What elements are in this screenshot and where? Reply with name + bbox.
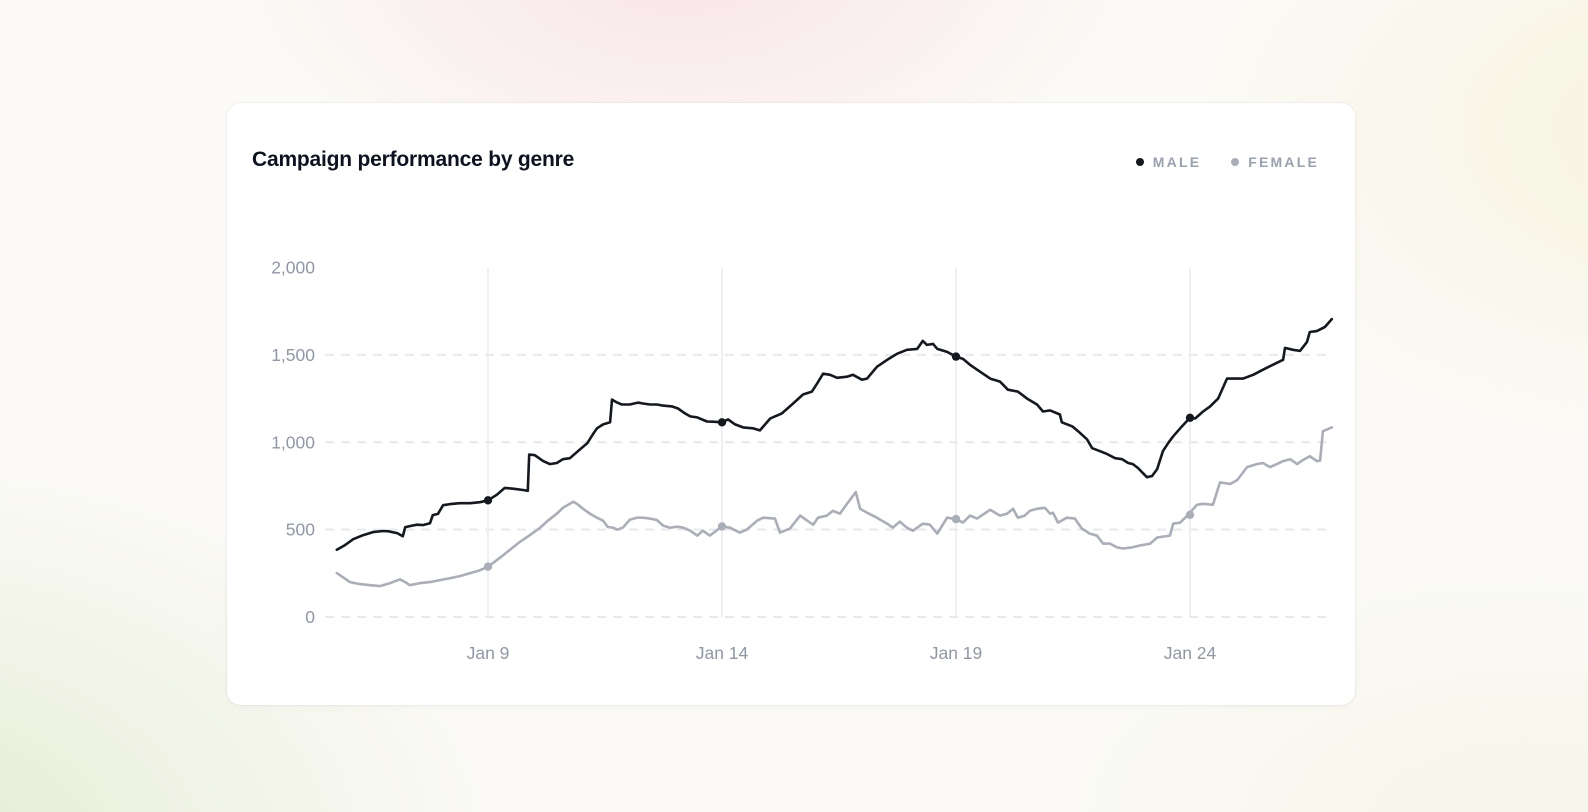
chart-title: Campaign performance by genre (252, 148, 575, 171)
legend-label-female: FEMALE (1248, 154, 1319, 170)
y-axis-tick-label: 500 (286, 520, 315, 540)
data-point-marker-male[interactable] (483, 496, 493, 505)
campaign-performance-card: 0 500 1,000 1,500 2,000 Jan 9 Jan 14 Jan 19 Jan … (227, 103, 1355, 705)
female-series-dot-icon (1231, 158, 1240, 166)
legend-item-female[interactable]: FEMALE (1231, 154, 1319, 170)
data-point-marker-female[interactable] (717, 522, 727, 531)
y-axis-tick-label: 1,500 (271, 345, 315, 365)
chart-legend: MALE FEMALE (1135, 154, 1319, 170)
x-axis-tick-label: Jan 14 (696, 643, 749, 663)
data-point-marker-male[interactable] (1185, 413, 1195, 422)
legend-label-male: MALE (1152, 154, 1202, 170)
y-axis-tick-label: 0 (305, 607, 315, 627)
y-axis-tick-label: 1,000 (271, 432, 315, 452)
data-point-marker-female[interactable] (1185, 510, 1195, 519)
x-axis-tick-label: Jan 19 (930, 643, 983, 663)
data-point-marker-male[interactable] (717, 418, 727, 427)
male-series-dot-icon (1135, 158, 1144, 166)
y-axis-tick-label: 2,000 (271, 258, 315, 278)
x-axis-tick-label: Jan 24 (1164, 643, 1217, 663)
legend-item-male[interactable]: MALE (1135, 154, 1202, 170)
series-line-male (335, 317, 1334, 552)
data-point-marker-female[interactable] (951, 514, 961, 524)
series-line-female (335, 426, 1334, 588)
data-point-marker-female[interactable] (483, 562, 493, 571)
campaign-line-chart[interactable]: 0 500 1,000 1,500 2,000 Jan 9 Jan 14 Jan 19 Jan … (227, 103, 1355, 705)
x-axis-tick-label: Jan 9 (467, 643, 510, 663)
data-point-marker-male[interactable] (951, 352, 961, 361)
